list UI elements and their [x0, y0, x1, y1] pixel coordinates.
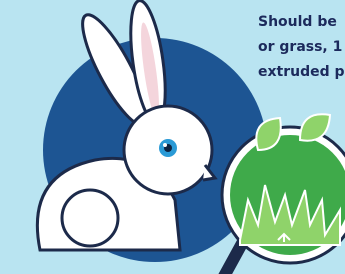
illustration: Should be or grass, 1 extruded p	[0, 0, 345, 274]
caption-line: extruded p	[258, 64, 345, 80]
artwork: Should be or grass, 1 extruded p	[0, 0, 345, 274]
eye-glint	[163, 143, 167, 147]
caption-line: or grass, 1	[258, 39, 342, 55]
caption-line: Should be	[258, 14, 337, 30]
